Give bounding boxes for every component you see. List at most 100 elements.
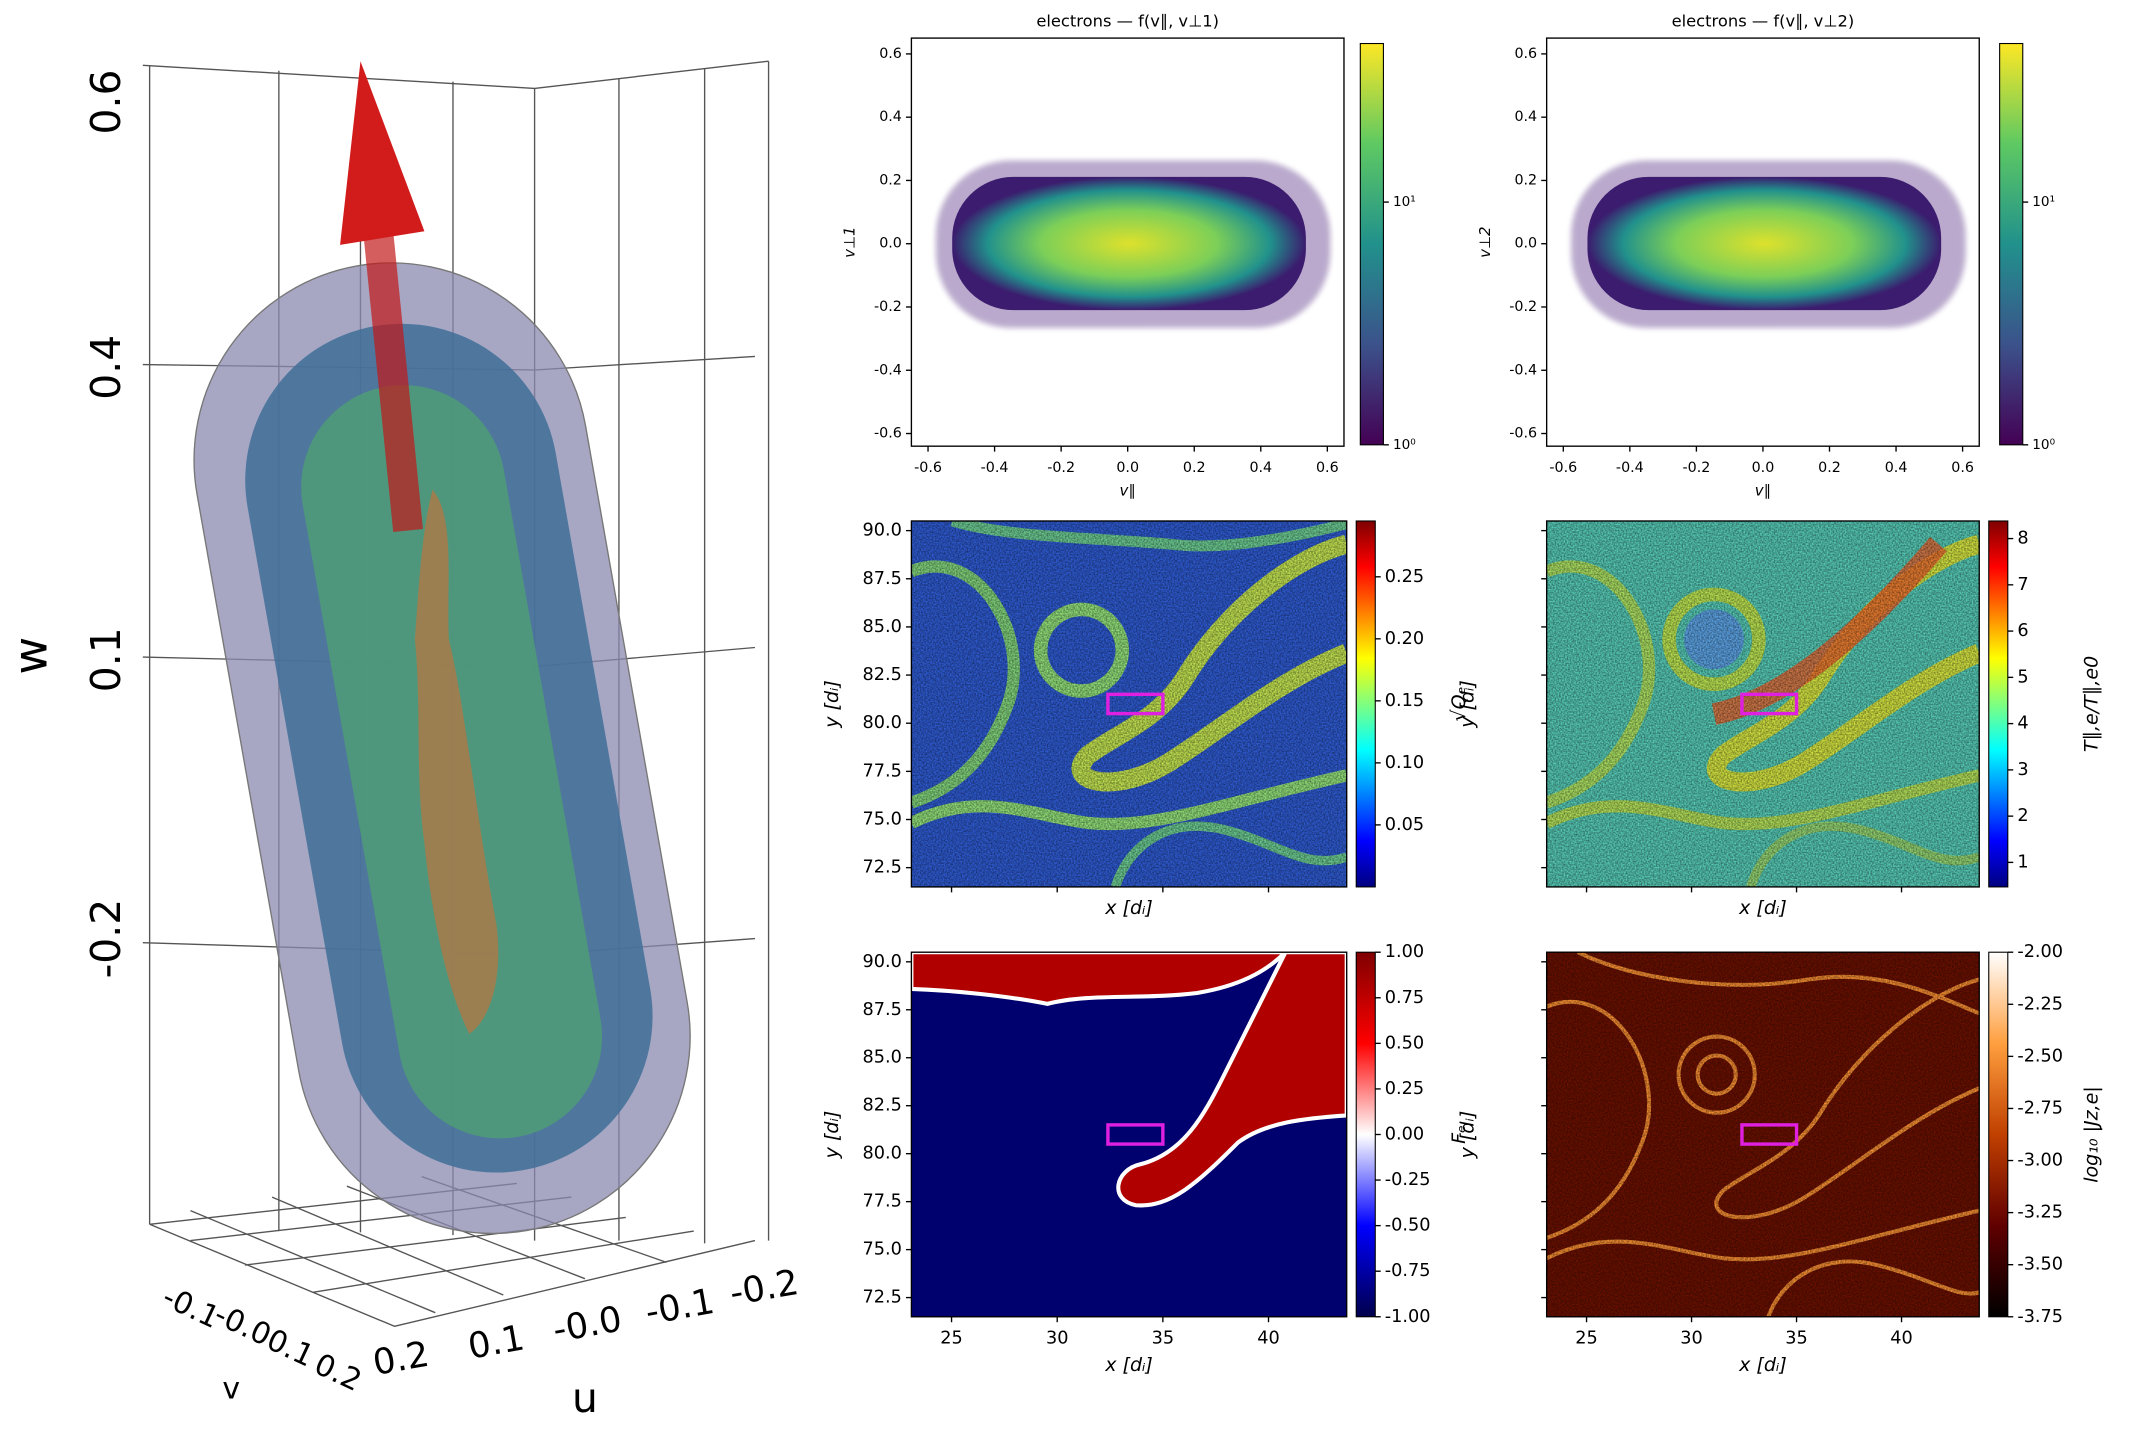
y-tick-label: 0.0	[879, 236, 902, 252]
x-tick-label: 0.2	[1818, 460, 1841, 476]
x-axis-label: x [dᵢ]	[1104, 897, 1153, 919]
y-tick-label: 80.0	[863, 713, 902, 733]
colorbar-tick-label: -2.25	[2017, 994, 2063, 1014]
y-tick-label: 75.0	[863, 1240, 902, 1260]
y-axis-label: y [dᵢ]	[1456, 680, 1478, 729]
colorbar-tick-label: 4	[2017, 714, 2028, 734]
colorbar-tick-label: 0.25	[1385, 1079, 1424, 1099]
y-axis-label: v⊥1	[841, 226, 859, 257]
colorbar-tick-label: 0.10	[1385, 753, 1424, 773]
colorbar-tick-label: 0.25	[1385, 567, 1424, 587]
chart-title: electrons — f(v∥, v⊥2)	[1672, 11, 1855, 30]
y-tick-label: 77.5	[863, 1192, 902, 1212]
heatmap-image	[911, 952, 1347, 1317]
x-tick-label: 40	[1890, 1329, 1913, 1349]
colorbar-label: log₁₀ |Jz,e|	[2081, 1086, 2103, 1183]
colorbar-tick-label: 10⁰	[1393, 437, 1416, 453]
y-tick-label: 72.5	[863, 858, 902, 878]
y-tick-label: 82.5	[863, 1096, 902, 1116]
tick-label-3d: -0.1	[642, 1281, 717, 1333]
arrow-head	[340, 61, 425, 245]
colorbar-tick-label: -0.50	[1385, 1216, 1431, 1236]
x-tick-label: 0.0	[1116, 460, 1139, 476]
x-axis-label: x [dᵢ]	[1738, 897, 1787, 919]
colorbar-tick-label: 0.05	[1385, 815, 1424, 835]
colorbar	[1359, 42, 1384, 446]
y-tick-label: 77.5	[863, 761, 902, 781]
figure-body: 0.60.40.1-0.20.2 0.1 -0.0 -0.1 -0.2-0.1-0.00…	[4, 11, 2103, 1422]
x-tick-label: -0.4	[981, 460, 1009, 476]
colorbar	[1988, 520, 2009, 888]
y-axis-label: y [dᵢ]	[821, 1111, 843, 1160]
y-tick-label: -0.4	[1509, 362, 1537, 378]
y-axis-label: y [dᵢ]	[821, 680, 843, 729]
colorbar-tick-label: 10⁰	[2032, 437, 2055, 453]
tick-label-3d: 0.1	[465, 1317, 527, 1367]
y-tick-label: 85.0	[863, 1048, 902, 1068]
colorbar-tick-label: -0.25	[1385, 1170, 1431, 1190]
colorbar	[1988, 951, 2009, 1318]
colorbar-tick-label: 10¹	[1393, 194, 1416, 210]
x-tick-label: -0.6	[914, 460, 942, 476]
v-axis-label: v	[222, 1372, 240, 1407]
x-tick-label: -0.2	[1682, 460, 1710, 476]
highlight-box	[1106, 1123, 1165, 1146]
y-tick-label: -0.6	[1509, 426, 1537, 442]
x-tick-label: 25	[940, 1329, 963, 1349]
y-tick-label: 75.0	[863, 810, 902, 830]
colorbar-tick-label: 6	[2017, 621, 2028, 641]
y-tick-label: 85.0	[863, 617, 902, 637]
tick-label-3d: -0.2	[727, 1262, 802, 1314]
y-tick-label: -0.6	[874, 426, 902, 442]
y-tick-label: 0.0	[1514, 236, 1537, 252]
heatmap-image	[1546, 952, 1980, 1317]
x-axis-label: x [dᵢ]	[1104, 1354, 1153, 1376]
y-tick-label: 80.0	[863, 1144, 902, 1164]
tick-label-3d: -0.0	[550, 1299, 625, 1351]
x-axis-label: v∥	[1755, 482, 1771, 500]
plot-frame	[910, 951, 1348, 1318]
colorbar-tick-label: 5	[2017, 667, 2028, 687]
hist-density	[935, 160, 1966, 328]
y-axis-label: y [dᵢ]	[1456, 1111, 1478, 1160]
chart-title: electrons — f(v∥, v⊥1)	[1036, 11, 1219, 30]
plot-frame	[1545, 951, 1980, 1318]
y-tick-label: 0.4	[879, 109, 902, 125]
x-tick-label: 0.4	[1249, 460, 1272, 476]
colorbar-tick-label: -0.75	[1385, 1261, 1431, 1281]
x-axis-label: x [dᵢ]	[1738, 1354, 1787, 1376]
colorbar-tick-label: 0.20	[1385, 629, 1424, 649]
x-tick-label: 30	[1680, 1329, 1703, 1349]
x-tick-label: 35	[1785, 1329, 1808, 1349]
x-tick-label: -0.2	[1047, 460, 1075, 476]
y-tick-label: 0.4	[1514, 109, 1537, 125]
tick-label-3d: 0.1	[82, 627, 130, 692]
y-tick-label: -0.4	[874, 362, 902, 378]
colorbar-tick-label: 3	[2017, 760, 2028, 780]
colorbar-tick-label: 1	[2017, 852, 2028, 872]
colorbar-tick-label: -2.75	[2017, 1098, 2063, 1118]
y-tick-label: 0.6	[879, 46, 902, 62]
colorbar-tick-label: -3.25	[2017, 1203, 2063, 1223]
y-tick-label: 72.5	[863, 1288, 902, 1308]
colorbar-label: Fₑ	[1448, 1125, 1470, 1144]
tick-label-3d: 0.6	[82, 70, 130, 135]
y-tick-label: 90.0	[863, 521, 902, 541]
x-tick-label: 0.6	[1951, 460, 1974, 476]
x-tick-label: 0.6	[1316, 460, 1339, 476]
tick-label-3d: 0.4	[82, 335, 130, 400]
colorbar-tick-label: 0.15	[1385, 691, 1424, 711]
x-tick-label: 30	[1046, 1329, 1069, 1349]
x-axis-label: v∥	[1120, 482, 1136, 500]
colorbar-tick-label: 10¹	[2032, 194, 2055, 210]
x-tick-label: 0.2	[1183, 460, 1206, 476]
colorbar-tick-label: -2.00	[2017, 942, 2063, 962]
colorbar-tick-label: 0.00	[1385, 1124, 1424, 1144]
colorbar	[1355, 520, 1376, 888]
y-tick-label: 87.5	[863, 1000, 902, 1020]
colorbar-tick-label: 8	[2017, 529, 2028, 549]
heatmap-image	[911, 520, 1347, 887]
y-tick-label: 0.2	[879, 172, 902, 188]
y-tick-label: 0.2	[1514, 172, 1537, 188]
